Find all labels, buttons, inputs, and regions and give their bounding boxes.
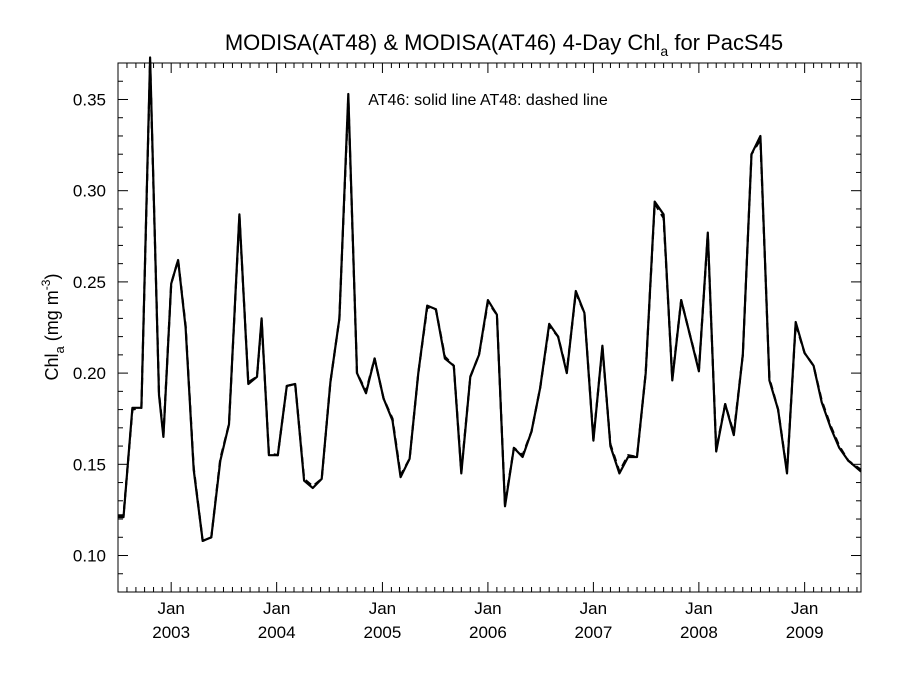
x-tick-month-label: Jan	[157, 599, 184, 618]
plot-frame	[117, 62, 862, 593]
x-tick-month-label: Jan	[791, 599, 818, 618]
x-axis: Jan 2003 Jan 2004 Jan 2005 Jan 2006 Jan 2007 Jan 20…	[117, 63, 858, 642]
chart-title: MODISA(AT48) & MODISA(AT46) 4-Day Chla f…	[225, 30, 783, 59]
y-axis-label: Chla (mg m-3)	[39, 274, 67, 381]
x-tick-year-label: 2004	[258, 623, 296, 642]
x-tick-month-label: Jan	[580, 599, 607, 618]
y-tick-label: 0.15	[73, 455, 106, 474]
y-tick-label: 0.35	[73, 90, 106, 109]
series-line-solid	[118, 56, 862, 542]
y-tick-label: 0.10	[73, 547, 106, 566]
x-tick-year-label: 2005	[364, 623, 402, 642]
series-line-dashed	[118, 60, 862, 542]
series-group	[118, 56, 862, 542]
y-tick-label: 0.25	[73, 273, 106, 292]
x-tick-month-label: Jan	[369, 599, 396, 618]
x-tick-month-label: Jan	[263, 599, 290, 618]
x-tick-month-label: Jan	[474, 599, 501, 618]
x-tick-year-label: 2006	[469, 623, 507, 642]
x-tick-year-label: 2009	[786, 623, 824, 642]
y-axis: 0.10 0.15 0.20 0.25 0.30 0.35	[73, 62, 861, 575]
x-tick-year-label: 2008	[680, 623, 718, 642]
legend-annotation: AT46: solid line AT48: dashed line	[368, 92, 608, 109]
x-tick-year-label: 2003	[152, 623, 190, 642]
y-tick-label: 0.20	[73, 364, 106, 383]
x-tick-month-label: Jan	[685, 599, 712, 618]
y-tick-label: 0.30	[73, 182, 106, 201]
x-tick-year-label: 2007	[574, 623, 612, 642]
